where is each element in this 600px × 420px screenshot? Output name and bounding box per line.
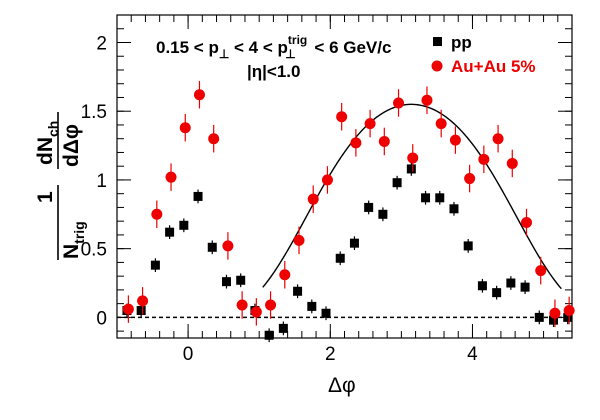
auau-point — [549, 307, 561, 319]
legend: pp Au+Au 5% — [431, 33, 536, 76]
y-axis-title-dn: dN — [34, 137, 57, 165]
auau-point — [563, 305, 575, 317]
auau-point — [122, 303, 134, 315]
auau-point — [435, 118, 447, 130]
auau-point — [478, 153, 490, 165]
pp-point — [236, 275, 246, 285]
pp-point — [378, 209, 388, 219]
legend-label-pp: pp — [451, 33, 472, 52]
pp-point — [150, 260, 160, 270]
auau-point — [393, 97, 405, 109]
pp-point — [463, 241, 473, 251]
y-tick-label: 0.5 — [81, 240, 107, 261]
auau-point — [265, 299, 277, 311]
auau-point — [222, 240, 234, 252]
away-side-fit-curve — [262, 103, 562, 290]
pp-point — [392, 178, 402, 188]
pp-point — [307, 301, 317, 311]
pp-point — [435, 193, 445, 203]
y-axis-title-dn-sub: ch — [45, 121, 61, 137]
auau-point — [521, 217, 532, 229]
auau-point — [492, 133, 504, 145]
pp-point — [449, 204, 459, 214]
pp-point — [492, 288, 502, 298]
y-axis-title-differential: dΔφ — [60, 124, 83, 167]
pp-point — [278, 323, 288, 333]
auau-point — [137, 295, 149, 307]
y-tick-label: 1 — [96, 171, 107, 192]
pp-point — [477, 281, 487, 291]
y-axis-title-lead: 1 — [34, 191, 57, 203]
pp-point — [406, 164, 416, 174]
y-tick-label: 0 — [96, 308, 107, 329]
pp-point — [364, 202, 374, 212]
auau-point — [193, 89, 205, 101]
pp-point — [321, 308, 331, 318]
auau-point — [336, 111, 348, 123]
eta-cut-label: |η|<1.0 — [247, 62, 300, 81]
auau-point — [208, 133, 220, 145]
y-axis-title-ntrig: N — [60, 244, 83, 259]
y-tick-label: 2 — [96, 33, 107, 54]
pp-point — [207, 242, 217, 252]
auau-point — [293, 234, 305, 246]
pp-point — [179, 220, 189, 230]
auau-point — [506, 157, 518, 169]
auau-point — [165, 171, 177, 183]
pp-point — [136, 306, 146, 316]
x-axis-title: Δφ — [328, 374, 356, 397]
auau-point — [378, 135, 390, 147]
pp-point — [335, 253, 345, 263]
auau-point — [321, 174, 333, 186]
auau-point — [421, 94, 433, 106]
pp-point — [221, 277, 231, 287]
pp-point — [264, 330, 274, 340]
pp-point — [520, 282, 530, 292]
auau-point — [464, 173, 476, 185]
kinematic-cut-label: 0.15 < p⊥ < 4 < ptrig ⊥ < 6 GeV/c — [156, 33, 391, 61]
auau-point — [364, 118, 376, 130]
auau-point — [407, 152, 419, 164]
x-tick-label: 2 — [325, 344, 336, 365]
legend-marker-auau — [431, 60, 443, 72]
svg-text:Ntrig: Ntrig — [60, 221, 87, 259]
pp-point — [349, 238, 359, 248]
axes: 0 0.5 1 1.5 2 0 2 4 — [81, 14, 573, 365]
x-tick-label: 0 — [183, 344, 194, 365]
auau-point — [279, 269, 291, 281]
data-markers — [122, 80, 575, 343]
pp-point — [563, 312, 573, 322]
y-tick-label: 1.5 — [81, 102, 107, 123]
legend-marker-pp — [433, 37, 442, 46]
y-axis-title-ntrig-sub: trig — [71, 221, 87, 244]
svg-text:dNch: dNch — [34, 121, 61, 165]
auau-point — [449, 134, 461, 146]
auau-point — [250, 306, 262, 318]
y-axis-title: 1 Ntrig dNch dΔφ — [34, 112, 87, 260]
auau-point — [179, 122, 191, 134]
pp-point — [165, 227, 175, 237]
pp-point — [534, 312, 544, 322]
auau-point — [307, 193, 319, 205]
x-tick-label: 4 — [467, 344, 478, 365]
pp-point — [506, 278, 516, 288]
pp-point — [293, 286, 303, 296]
auau-point — [535, 265, 547, 277]
legend-label-auau: Au+Au 5% — [451, 57, 536, 76]
auau-point — [236, 299, 248, 311]
pp-point — [549, 315, 559, 325]
pp-point — [421, 193, 431, 203]
auau-point — [350, 137, 362, 149]
auau-point — [151, 208, 163, 220]
pp-point — [193, 191, 203, 201]
